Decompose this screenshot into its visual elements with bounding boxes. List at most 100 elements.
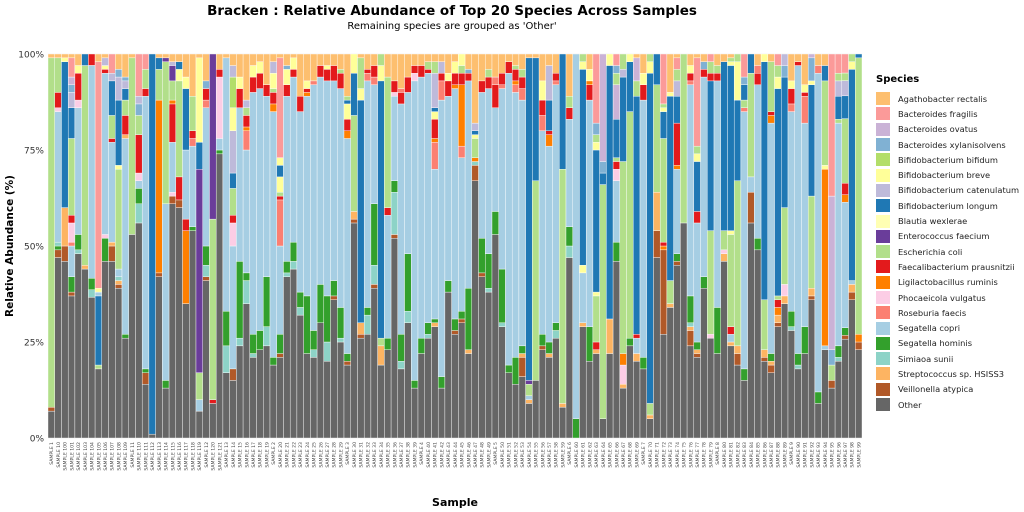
bar-segment-other [350, 222, 358, 439]
bar-segment-bifidobacterium-breve [592, 291, 600, 297]
bar-segment-bifidobacterium-longum [807, 84, 816, 197]
bar-segment-faecalibacterium-prausnitzii [767, 111, 775, 116]
bar-segment-streptococcus-sp-hsiss3 [653, 192, 661, 231]
bar-segment-bifidobacterium-longum [619, 76, 627, 162]
bar-segment-other [242, 303, 251, 439]
bar-segment-escherichia-coli [659, 138, 668, 243]
bar-segment-segatella-copri [821, 345, 829, 350]
bar-segment-agathobacter-rectalis [424, 53, 432, 62]
bar-segment-veillonella-atypica [828, 380, 836, 389]
bar-segment-other [370, 288, 378, 439]
bar-segment-bifidobacterium-catenulatum [229, 130, 237, 174]
bar-segment-segatella-copri [276, 245, 284, 335]
bar-stack [141, 53, 150, 439]
bar-segment-other [646, 418, 654, 439]
bar-stack [431, 53, 439, 439]
bar-segment-escherichia-coli [350, 115, 358, 212]
x-tick-label: SAMPLE 10 [56, 442, 62, 468]
bar-stack [619, 53, 627, 439]
bar-segment-segatella-copri [310, 84, 318, 331]
bar-segment-segatella-hominis [269, 357, 277, 366]
bar-segment-bifidobacterium-longum [195, 142, 203, 170]
bar-segment-bacteroides-fragilis [108, 53, 116, 74]
bar-segment-other [673, 265, 681, 439]
bar-segment-simiaoa-sunii [296, 307, 304, 316]
bar-segment-segatella-hominis [337, 307, 345, 339]
bar-segment-simiaoa-sunii [834, 357, 843, 362]
bar-segment-segatella-hominis [256, 330, 264, 350]
bar-segment-agathobacter-rectalis [269, 53, 277, 62]
bar-stack [155, 53, 163, 439]
bar-segment-other [148, 433, 156, 439]
bar-segment-bacteroides-fragilis [834, 53, 843, 74]
bar-segment-faecalibacterium-prausnitzii [612, 161, 621, 170]
bar-stack [256, 53, 264, 439]
bar-segment-segatella-copri [612, 180, 621, 243]
x-tick-label: SAMPLE 113 [157, 442, 163, 471]
bar-stack [807, 53, 816, 439]
bar-segment-ligilactobacillus-ruminis [269, 103, 277, 112]
x-tick-label: SAMPLE 23 [298, 442, 304, 468]
bar-segment-escherichia-coli [559, 168, 567, 404]
bar-segment-segatella-copri [740, 111, 748, 370]
bar-segment-escherichia-coli [720, 230, 728, 251]
bar-segment-faecalibacterium-prausnitzii [121, 115, 129, 135]
bar-segment-segatella-copri [834, 122, 843, 347]
x-tick-label: SAMPLE 8 [715, 442, 721, 465]
x-tick-label: SAMPLE 70 [648, 442, 654, 468]
bar-segment-segatella-copri [673, 168, 681, 254]
bar-segment-other [269, 364, 277, 439]
bar-stack [505, 53, 513, 439]
legend-item: Other [876, 397, 1024, 412]
bar-segment-escherichia-coli [175, 80, 183, 178]
bar-segment-other [471, 180, 479, 439]
bar-segment-bacteroides-fragilis [141, 53, 150, 70]
bar-stack [189, 53, 197, 439]
x-tick-label: SAMPLE 110 [137, 442, 143, 471]
bar-segment-bifidobacterium-longum [94, 295, 103, 366]
x-axis-label: Sample [432, 496, 478, 509]
bar-stack [316, 53, 325, 439]
bar-segment-other [727, 345, 735, 439]
bar-segment-escherichia-coli [458, 65, 466, 74]
bar-segment-ligilactobacillus-ruminis [471, 157, 479, 162]
bar-stack [511, 53, 520, 439]
bar-segment-escherichia-coli [424, 61, 432, 70]
bar-segment-bifidobacterium-longum [182, 88, 190, 151]
bar-segment-escherichia-coli [269, 88, 277, 93]
bar-segment-segatella-copri [841, 202, 849, 328]
bar-segment-agathobacter-rectalis [337, 53, 345, 70]
bar-segment-roseburia-faecis [202, 99, 210, 108]
bar-segment-veillonella-atypica [733, 353, 742, 366]
bar-segment-other [754, 249, 762, 439]
bar-stack [202, 53, 210, 439]
bar-segment-simiaoa-sunii [686, 322, 695, 327]
bar-segment-escherichia-coli [855, 57, 863, 335]
bar-segment-agathobacter-rectalis [686, 53, 695, 66]
bar-segment-phocaeicola-vulgatus [390, 92, 399, 97]
bar-segment-agathobacter-rectalis [236, 53, 244, 78]
bar-segment-segatella-copri [511, 92, 520, 358]
bar-segment-faecalibacterium-prausnitzii [384, 207, 392, 216]
bar-segment-escherichia-coli [646, 403, 654, 416]
bar-segment-veillonella-atypica [54, 249, 62, 258]
bar-segment-escherichia-coli [47, 57, 55, 408]
bar-segment-simiaoa-sunii [88, 289, 96, 298]
bar-segment-segatella-hominis [498, 268, 506, 324]
bar-segment-other [666, 307, 674, 439]
bar-segment-segatella-copri [713, 80, 721, 308]
y-tick-label: 50% [24, 243, 44, 253]
bar-segment-other [417, 353, 425, 439]
bar-segment-agathobacter-rectalis [363, 53, 372, 70]
bar-segment-other [747, 222, 755, 439]
legend-swatch [876, 168, 890, 182]
bar-segment-roseburia-faecis [370, 76, 378, 85]
bar-segment-bifidobacterium-catenulatum [115, 76, 123, 101]
bar-segment-simiaoa-sunii [323, 341, 331, 362]
bar-segment-faecalibacterium-prausnitzii [236, 88, 244, 108]
bar-segment-bifidobacterium-catenulatum [67, 92, 76, 108]
bar-stack [559, 53, 567, 439]
bar-segment-veillonella-atypica [673, 261, 681, 266]
legend-label: Roseburia faecis [898, 307, 967, 318]
bar-stack [848, 53, 856, 439]
